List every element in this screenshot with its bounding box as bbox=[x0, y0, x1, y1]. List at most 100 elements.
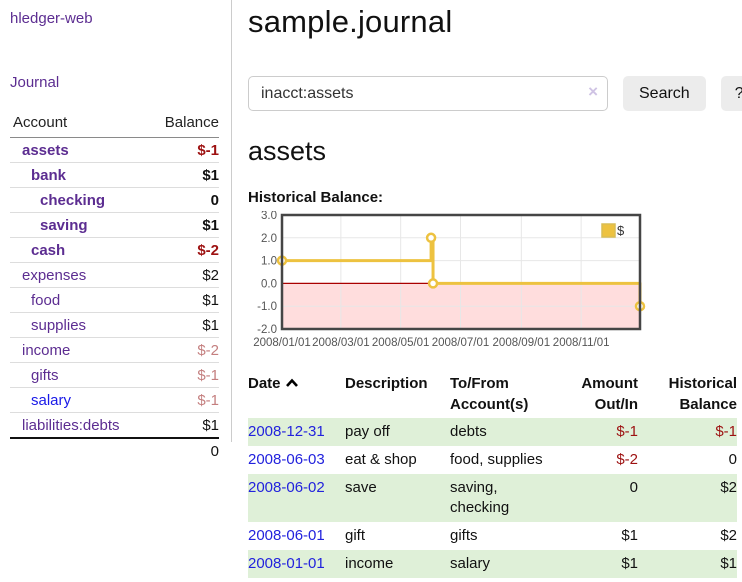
x-tick-label: 2008/01/01 bbox=[253, 337, 311, 349]
x-tick-label: 2008/05/01 bbox=[372, 337, 430, 349]
search-button[interactable]: Search bbox=[623, 76, 706, 111]
x-tick-label: 2008/09/01 bbox=[493, 337, 551, 349]
account-row: supplies $1 bbox=[10, 312, 219, 338]
register-header-description: Description bbox=[345, 375, 428, 392]
account-link[interactable]: cash bbox=[31, 241, 66, 259]
transaction-accounts: salary bbox=[450, 555, 491, 572]
transaction-balance: $2 bbox=[720, 479, 737, 496]
accounts-total-value: 0 bbox=[147, 437, 219, 464]
account-row: checking 0 bbox=[10, 187, 219, 213]
transaction-date-link[interactable]: 2008-06-01 bbox=[248, 527, 325, 544]
account-link[interactable]: salary bbox=[31, 391, 72, 409]
legend-label: $ bbox=[617, 223, 625, 238]
transaction-amount: 0 bbox=[629, 479, 638, 496]
register-header-date[interactable]: Date bbox=[248, 370, 345, 418]
transaction-accounts: food, supplies bbox=[450, 451, 543, 468]
register-header-amount: Amount Out/In bbox=[581, 375, 638, 413]
account-row: expenses $2 bbox=[10, 262, 219, 288]
account-balance: $1 bbox=[147, 312, 219, 338]
transaction-date-link[interactable]: 2008-12-31 bbox=[248, 423, 325, 440]
account-balance: $1 bbox=[147, 412, 219, 439]
register-table: Date Description To/From Account(s) Amou… bbox=[248, 370, 737, 578]
transaction-description: eat & shop bbox=[345, 451, 417, 468]
legend-swatch bbox=[601, 223, 616, 238]
account-row: liabilities:debts $1 bbox=[10, 412, 219, 439]
account-row: saving $1 bbox=[10, 212, 219, 238]
account-balance: $-2 bbox=[147, 337, 219, 363]
help-button[interactable]: ? bbox=[720, 76, 742, 111]
account-balance: $1 bbox=[147, 162, 219, 188]
transaction-balance: $1 bbox=[720, 555, 737, 572]
y-tick-label: -1.0 bbox=[257, 301, 277, 313]
search-input[interactable] bbox=[248, 76, 608, 111]
y-tick-label: 2.0 bbox=[261, 233, 277, 245]
account-title: assets bbox=[248, 136, 327, 166]
sidebar-item-journal[interactable]: Journal bbox=[10, 74, 60, 91]
accounts-header-account: Account bbox=[10, 112, 148, 138]
account-link[interactable]: gifts bbox=[31, 366, 59, 384]
account-row: food $1 bbox=[10, 287, 219, 313]
transaction-amount: $-2 bbox=[616, 451, 638, 468]
account-row: salary $-1 bbox=[10, 387, 219, 413]
y-tick-label: -2.0 bbox=[257, 324, 277, 336]
account-balance: $2 bbox=[147, 262, 219, 288]
accounts-total-row: 0 bbox=[10, 437, 219, 464]
transaction-date-link[interactable]: 2008-06-03 bbox=[248, 451, 325, 468]
account-balance: $1 bbox=[147, 287, 219, 313]
account-row: assets $-1 bbox=[10, 137, 219, 163]
account-link[interactable]: assets bbox=[22, 141, 69, 159]
account-balance: $-2 bbox=[147, 237, 219, 263]
y-tick-label: 0.0 bbox=[261, 278, 277, 290]
transaction-amount: $-1 bbox=[616, 423, 638, 440]
register-header-accounts: To/From Account(s) bbox=[450, 375, 529, 413]
accounts-table: Account Balance assets $-1 bank $1 checking 0… bbox=[10, 112, 219, 464]
account-row: bank $1 bbox=[10, 162, 219, 188]
account-link[interactable]: checking bbox=[40, 191, 106, 209]
account-balance: $-1 bbox=[147, 362, 219, 388]
register-tbody: 2008-12-31 pay off debts $-1 $-1 2008-06-03 ea… bbox=[248, 418, 737, 578]
account-link[interactable]: expenses bbox=[22, 266, 87, 284]
accounts-header-balance: Balance bbox=[147, 112, 219, 138]
transaction-row: 2008-12-31 pay off debts $-1 $-1 bbox=[248, 418, 737, 446]
transaction-balance: 0 bbox=[728, 451, 737, 468]
transaction-date-link[interactable]: 2008-01-01 bbox=[248, 555, 325, 572]
chart-label: Historical Balance: bbox=[248, 189, 384, 206]
account-link[interactable]: food bbox=[31, 291, 61, 309]
sidebar: hledger-web Journal Account Balance asse… bbox=[0, 0, 232, 464]
y-tick-label: 1.0 bbox=[261, 256, 277, 268]
account-balance: $-1 bbox=[147, 387, 219, 413]
account-link[interactable]: bank bbox=[31, 166, 67, 184]
transaction-row: 2008-06-03 eat & shop food, supplies $-2 0 bbox=[248, 446, 737, 474]
transaction-description: gift bbox=[345, 527, 366, 544]
chart-legend: $ bbox=[601, 223, 625, 238]
historical-balance-chart: $3.0 2.0 1.0 0.0 -1.0 -2.0 2008/01/01 2008/03/0… bbox=[248, 210, 742, 358]
account-link[interactable]: saving bbox=[40, 216, 88, 234]
app-title-link[interactable]: hledger-web bbox=[10, 10, 93, 27]
clear-search-icon[interactable]: × bbox=[588, 82, 598, 101]
y-tick-label: 3.0 bbox=[261, 211, 277, 222]
transaction-date-link[interactable]: 2008-06-02 bbox=[248, 479, 325, 496]
transaction-accounts: debts bbox=[450, 423, 487, 440]
account-row: gifts $-1 bbox=[10, 362, 219, 388]
transaction-row: 2008-01-01 income salary $1 $1 bbox=[248, 550, 737, 578]
register-header-balance: Historical Balance bbox=[668, 375, 737, 413]
main-content: sample.journal × Search ? assets Histori… bbox=[232, 0, 742, 582]
accounts-tbody: assets $-1 bank $1 checking 0 saving $1 cash $-2 e… bbox=[10, 137, 219, 439]
transaction-accounts: gifts bbox=[450, 527, 478, 544]
transaction-amount: $1 bbox=[621, 527, 638, 544]
transaction-row: 2008-06-01 gift gifts $1 $2 bbox=[248, 522, 737, 550]
data-point bbox=[425, 232, 437, 244]
register-header-row: Date Description To/From Account(s) Amou… bbox=[248, 370, 737, 418]
account-link[interactable]: supplies bbox=[31, 316, 87, 334]
account-balance: $1 bbox=[147, 212, 219, 238]
account-row: income $-2 bbox=[10, 337, 219, 363]
account-link[interactable]: income bbox=[22, 341, 71, 359]
transaction-description: income bbox=[345, 555, 394, 572]
account-link[interactable]: liabilities:debts bbox=[22, 416, 120, 434]
x-tick-label: 2008/07/01 bbox=[432, 337, 490, 349]
x-tick-label: 2008/03/01 bbox=[312, 337, 370, 349]
transaction-accounts: saving, checking bbox=[450, 479, 510, 516]
account-balance: $-1 bbox=[147, 137, 219, 163]
page-title: sample.journal bbox=[248, 4, 453, 39]
